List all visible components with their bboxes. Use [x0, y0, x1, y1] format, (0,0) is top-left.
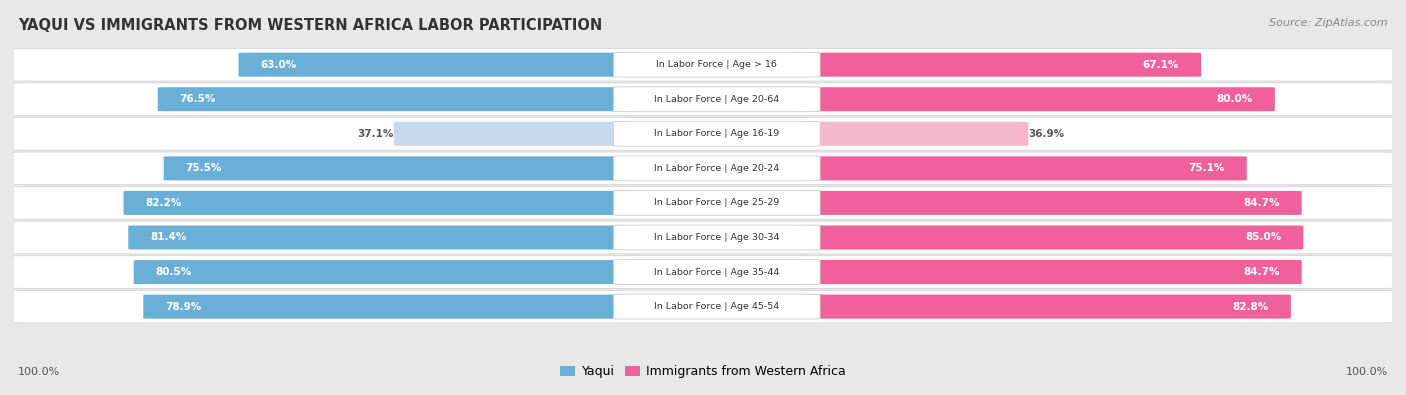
FancyBboxPatch shape	[11, 117, 1395, 150]
FancyBboxPatch shape	[613, 156, 820, 181]
Text: 76.5%: 76.5%	[180, 94, 217, 104]
Text: 36.9%: 36.9%	[1028, 129, 1064, 139]
FancyBboxPatch shape	[796, 53, 1201, 77]
FancyBboxPatch shape	[163, 156, 638, 181]
FancyBboxPatch shape	[134, 260, 638, 284]
FancyBboxPatch shape	[613, 294, 820, 319]
FancyBboxPatch shape	[796, 226, 1303, 250]
FancyBboxPatch shape	[613, 190, 820, 215]
FancyBboxPatch shape	[394, 122, 638, 146]
Text: In Labor Force | Age 20-64: In Labor Force | Age 20-64	[654, 95, 779, 104]
Text: In Labor Force | Age 35-44: In Labor Force | Age 35-44	[654, 267, 779, 276]
FancyBboxPatch shape	[239, 53, 638, 77]
Text: 78.9%: 78.9%	[166, 302, 201, 312]
Text: 84.7%: 84.7%	[1243, 267, 1279, 277]
FancyBboxPatch shape	[796, 122, 1028, 146]
Text: 100.0%: 100.0%	[18, 367, 60, 377]
Text: 80.5%: 80.5%	[156, 267, 193, 277]
FancyBboxPatch shape	[11, 186, 1395, 219]
Text: 75.5%: 75.5%	[186, 164, 222, 173]
FancyBboxPatch shape	[796, 87, 1275, 111]
FancyBboxPatch shape	[124, 191, 638, 215]
Text: Source: ZipAtlas.com: Source: ZipAtlas.com	[1270, 18, 1388, 28]
FancyBboxPatch shape	[157, 87, 638, 111]
FancyBboxPatch shape	[128, 226, 638, 250]
Text: 67.1%: 67.1%	[1143, 60, 1180, 70]
Text: 100.0%: 100.0%	[1346, 367, 1388, 377]
FancyBboxPatch shape	[796, 156, 1247, 181]
FancyBboxPatch shape	[11, 83, 1395, 116]
Text: In Labor Force | Age 25-29: In Labor Force | Age 25-29	[654, 198, 779, 207]
Legend: Yaqui, Immigrants from Western Africa: Yaqui, Immigrants from Western Africa	[561, 365, 845, 378]
FancyBboxPatch shape	[11, 152, 1395, 185]
FancyBboxPatch shape	[613, 121, 820, 146]
Text: 37.1%: 37.1%	[357, 129, 394, 139]
Text: 82.2%: 82.2%	[146, 198, 181, 208]
FancyBboxPatch shape	[613, 87, 820, 112]
Text: 63.0%: 63.0%	[260, 60, 297, 70]
FancyBboxPatch shape	[11, 48, 1395, 81]
FancyBboxPatch shape	[796, 295, 1291, 319]
FancyBboxPatch shape	[613, 52, 820, 77]
FancyBboxPatch shape	[796, 191, 1302, 215]
FancyBboxPatch shape	[613, 225, 820, 250]
Text: In Labor Force | Age > 16: In Labor Force | Age > 16	[657, 60, 778, 69]
FancyBboxPatch shape	[11, 290, 1395, 323]
Text: 75.1%: 75.1%	[1188, 164, 1225, 173]
Text: 85.0%: 85.0%	[1246, 233, 1281, 243]
Text: 80.0%: 80.0%	[1216, 94, 1253, 104]
Text: 82.8%: 82.8%	[1233, 302, 1268, 312]
FancyBboxPatch shape	[143, 295, 638, 319]
Text: In Labor Force | Age 20-24: In Labor Force | Age 20-24	[654, 164, 779, 173]
Text: YAQUI VS IMMIGRANTS FROM WESTERN AFRICA LABOR PARTICIPATION: YAQUI VS IMMIGRANTS FROM WESTERN AFRICA …	[18, 18, 603, 33]
FancyBboxPatch shape	[613, 260, 820, 284]
Text: In Labor Force | Age 16-19: In Labor Force | Age 16-19	[654, 129, 779, 138]
Text: In Labor Force | Age 45-54: In Labor Force | Age 45-54	[654, 302, 779, 311]
FancyBboxPatch shape	[11, 256, 1395, 288]
Text: 84.7%: 84.7%	[1243, 198, 1279, 208]
Text: In Labor Force | Age 30-34: In Labor Force | Age 30-34	[654, 233, 779, 242]
FancyBboxPatch shape	[11, 221, 1395, 254]
FancyBboxPatch shape	[796, 260, 1302, 284]
Text: 81.4%: 81.4%	[150, 233, 187, 243]
